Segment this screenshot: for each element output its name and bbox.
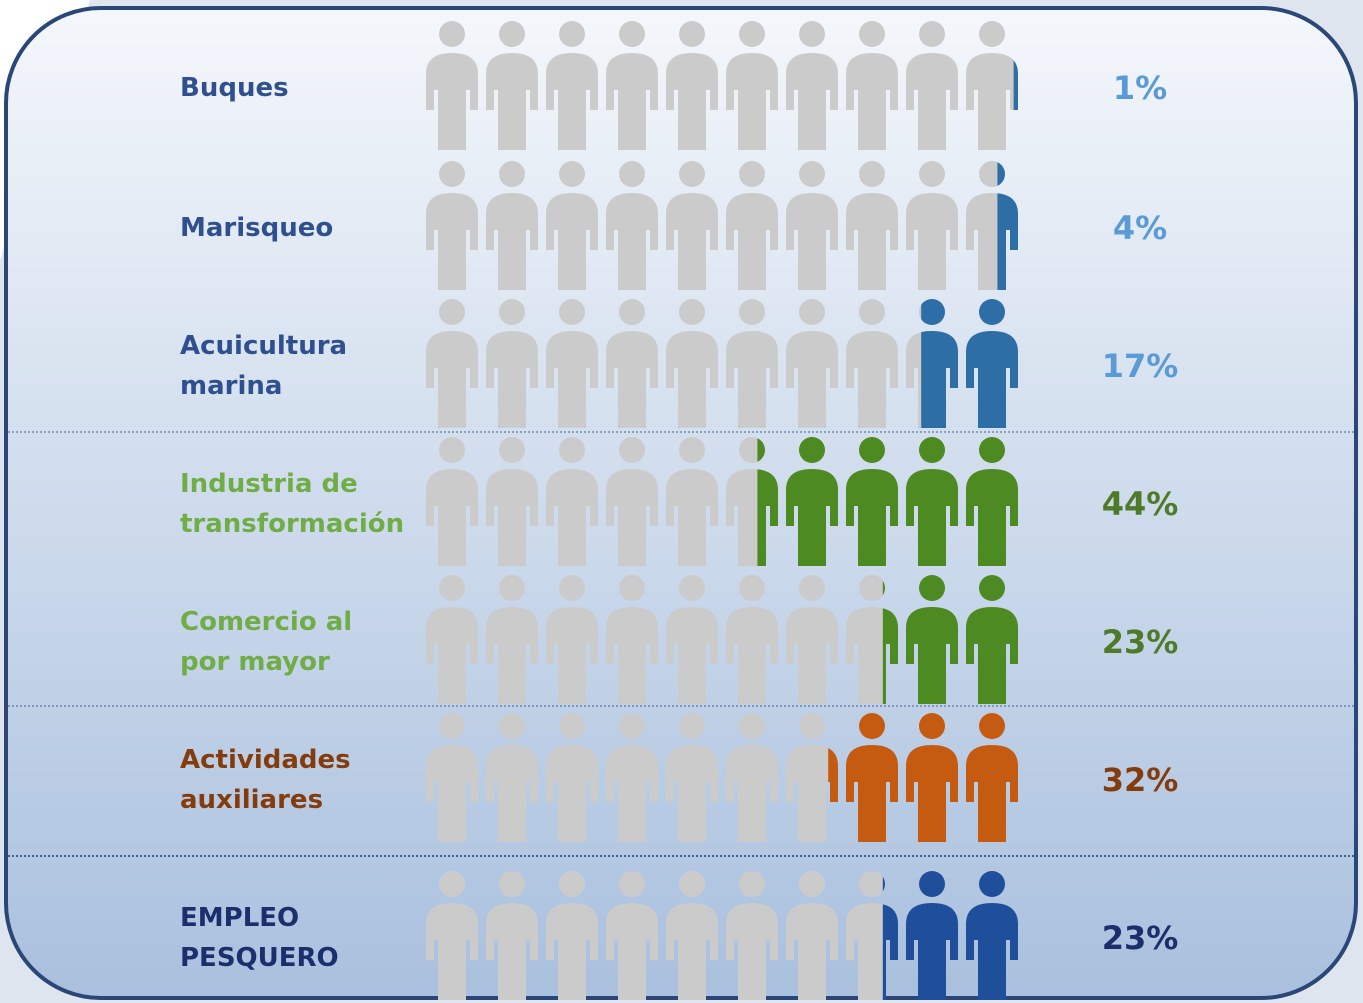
pictogram-fill — [828, 713, 1018, 842]
pictogram-fill — [757, 437, 1018, 566]
category-label: Actividades auxiliares — [180, 745, 351, 815]
value-label: 23% — [1101, 623, 1179, 661]
category-label: Comercio al por mayor — [180, 607, 353, 677]
value-label: 1% — [1112, 69, 1168, 107]
pictogram-fill — [882, 575, 1018, 704]
value-label: 44% — [1101, 485, 1179, 523]
value-label: 23% — [1101, 919, 1179, 957]
category-label: Acuicultura marina — [180, 331, 348, 401]
icon-row — [426, 161, 1018, 290]
category-label: Marisqueo — [180, 213, 334, 243]
category-label: Industria de transformación — [180, 469, 405, 539]
icon-row — [426, 299, 1018, 428]
category-label: Buques — [180, 73, 289, 103]
icon-row — [426, 21, 1018, 150]
value-label: 4% — [1112, 209, 1168, 247]
value-label: 32% — [1101, 761, 1179, 799]
pictogram-fill — [921, 299, 1018, 428]
pictogram-fill — [997, 162, 1018, 290]
category-label: EMPLEO PESQUERO — [180, 903, 339, 973]
value-label: 17% — [1101, 347, 1179, 385]
pictogram-fill — [882, 871, 1018, 1000]
pictogram-fill — [1013, 60, 1018, 110]
